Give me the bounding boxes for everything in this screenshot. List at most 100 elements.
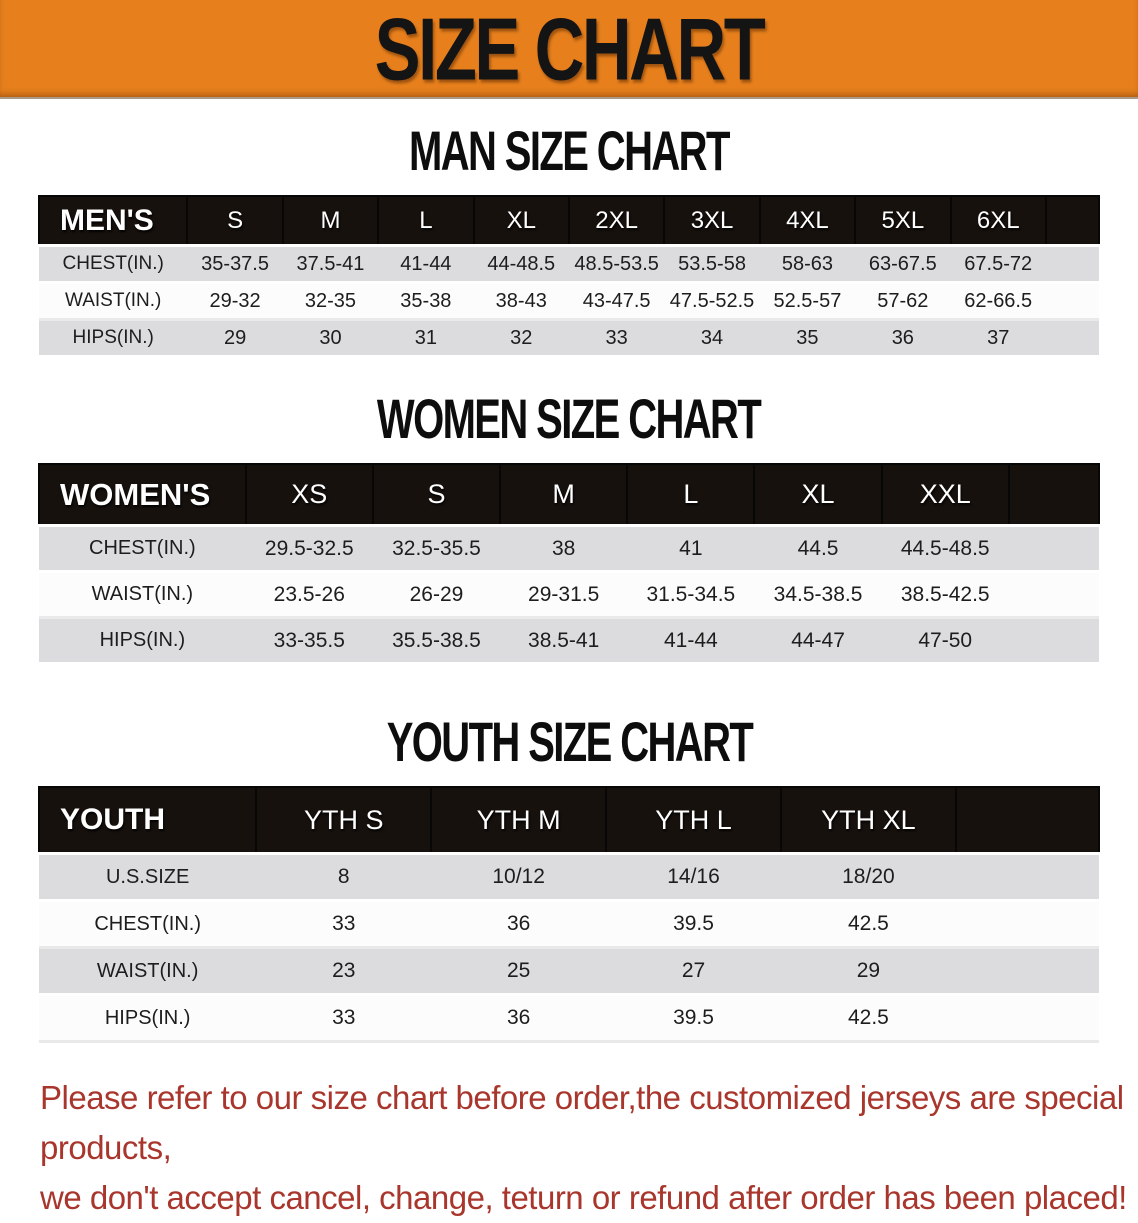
men-section-heading: MAN SIZE CHART: [0, 119, 1138, 183]
women-size-column-header: XS: [244, 463, 374, 527]
measurement-cell: 38: [500, 524, 628, 573]
measurement-cell: 14/16: [606, 852, 781, 902]
measurement-cell: 26-29: [372, 571, 501, 619]
measurement-cell: 38-43: [473, 282, 569, 321]
men-header-row: MEN'S S M L XL 2XL 3XL 4XL 5XL 6XL: [37, 195, 1101, 247]
row-filler: [955, 900, 1099, 949]
row-label: HIPS(IN.): [39, 617, 246, 665]
disclaimer: Please refer to our size chart before or…: [40, 1073, 1138, 1223]
table-row: WAIST(IN.) 23.5-26 26-29 29-31.5 31.5-34.5 34…: [39, 571, 1099, 619]
measurement-cell: 53.5-58: [664, 244, 760, 284]
measurement-cell: 35-38: [378, 282, 474, 321]
measurement-cell: 42.5: [780, 994, 956, 1043]
women-size-table: WOMEN'S XS S M L XL XXL CHEST(IN.) 29.5-32.5 32.5…: [38, 463, 1101, 665]
measurement-cell: 35: [759, 319, 856, 358]
women-size-column-header: XL: [753, 463, 883, 527]
women-size-column-header: XXL: [880, 463, 1010, 527]
women-size-column-header: L: [626, 463, 756, 527]
youth-size-column-header: YTH S: [255, 786, 433, 855]
youth-size-column-header: YTH M: [430, 786, 608, 855]
table-row: CHEST(IN.) 33 36 39.5 42.5: [39, 900, 1099, 949]
youth-table-title: YOUTH: [37, 786, 258, 855]
size-section-men: MAN SIZE CHART MEN'S S M L XL 2XL 3XL 4XL 5XL 6XL C…: [0, 119, 1138, 358]
measurement-cell: 44.5-48.5: [881, 524, 1009, 573]
measurement-cell: 38.5-41: [500, 617, 628, 665]
banner: SIZE CHART: [0, 0, 1138, 99]
row-label: WAIST(IN.): [39, 282, 188, 321]
measurement-cell: 35.5-38.5: [372, 617, 501, 665]
measurement-cell: 37.5-41: [282, 244, 379, 284]
row-filler: [955, 947, 1099, 996]
measurement-cell: 44-48.5: [473, 244, 569, 284]
men-size-column-header: S: [186, 195, 284, 247]
measurement-cell: 41: [627, 524, 755, 573]
women-section-heading-text: WOMEN SIZE CHART: [377, 387, 762, 451]
measurement-cell: 30: [282, 319, 379, 358]
women-header-row: WOMEN'S XS S M L XL XXL: [38, 463, 1101, 527]
men-size-column-header: 2XL: [567, 195, 666, 247]
youth-size-column-header: YTH XL: [779, 786, 957, 855]
measurement-cell: 41-44: [378, 244, 474, 284]
measurement-cell: 33: [256, 900, 432, 949]
measurement-cell: 35-37.5: [187, 244, 283, 284]
measurement-cell: 39.5: [606, 900, 781, 949]
men-header-filler: [1044, 195, 1101, 247]
measurement-cell: 63-67.5: [855, 244, 951, 284]
row-label: CHEST(IN.): [39, 244, 188, 284]
measurement-cell: 36: [855, 319, 951, 358]
men-size-column-header: XL: [472, 195, 570, 247]
measurement-cell: 23: [256, 947, 432, 996]
measurement-cell: 36: [431, 994, 607, 1043]
youth-size-column-header: YTH L: [605, 786, 782, 855]
table-row: HIPS(IN.) 33 36 39.5 42.5: [39, 994, 1099, 1043]
measurement-cell: 33-35.5: [245, 617, 373, 665]
row-filler: [1008, 617, 1099, 665]
men-size-column-header: 6XL: [949, 195, 1047, 247]
youth-size-table: YOUTH YTH S YTH M YTH L YTH XL U.S.SIZE 8 10/12…: [37, 786, 1101, 1043]
row-label: WAIST(IN.): [39, 947, 257, 996]
men-size-column-header: M: [281, 195, 380, 247]
row-label: CHEST(IN.): [39, 524, 246, 573]
row-label: CHEST(IN.): [39, 900, 257, 949]
measurement-cell: 29.5-32.5: [245, 524, 373, 573]
measurement-cell: 48.5-53.5: [568, 244, 665, 284]
measurement-cell: 36: [431, 900, 607, 949]
row-label: WAIST(IN.): [39, 571, 246, 619]
measurement-cell: 25: [431, 947, 607, 996]
women-section-heading: WOMEN SIZE CHART: [0, 387, 1138, 451]
size-section-women: WOMEN SIZE CHART WOMEN'S XS S M L XL XXL CHEST(I…: [0, 387, 1138, 665]
measurement-cell: 23.5-26: [245, 571, 373, 619]
measurement-cell: 42.5: [780, 900, 956, 949]
men-size-column-header: L: [377, 195, 475, 247]
page-title: SIZE CHART: [332, 4, 806, 92]
table-row: WAIST(IN.) 23 25 27 29: [39, 947, 1099, 996]
row-label: HIPS(IN.): [39, 994, 257, 1043]
youth-section-heading-text: YOUTH SIZE CHART: [386, 710, 753, 774]
men-section-heading-text: MAN SIZE CHART: [409, 119, 730, 183]
measurement-cell: 43-47.5: [568, 282, 665, 321]
measurement-cell: 18/20: [780, 852, 956, 902]
measurement-cell: 29: [780, 947, 956, 996]
measurement-cell: 67.5-72: [950, 244, 1046, 284]
row-filler: [1045, 282, 1099, 321]
youth-header-filler: [954, 786, 1101, 855]
disclaimer-line-2: we don't accept cancel, change, teturn o…: [40, 1179, 1127, 1216]
measurement-cell: 29: [187, 319, 283, 358]
men-table-title: MEN'S: [37, 195, 189, 247]
women-header-filler: [1007, 463, 1101, 527]
measurement-cell: 62-66.5: [950, 282, 1046, 321]
measurement-cell: 27: [606, 947, 781, 996]
women-size-column-header: M: [499, 463, 629, 527]
table-row: HIPS(IN.) 33-35.5 35.5-38.5 38.5-41 41-44 44-…: [39, 617, 1099, 665]
measurement-cell: 37: [950, 319, 1046, 358]
row-filler: [955, 852, 1099, 902]
measurement-cell: 47-50: [881, 617, 1009, 665]
measurement-cell: 31: [378, 319, 474, 358]
table-row: U.S.SIZE 8 10/12 14/16 18/20: [39, 852, 1099, 902]
men-size-table: MEN'S S M L XL 2XL 3XL 4XL 5XL 6XL CHEST(IN.) 35-37…: [37, 195, 1101, 358]
sections: MAN SIZE CHART MEN'S S M L XL 2XL 3XL 4XL 5XL 6XL C…: [0, 119, 1138, 1043]
measurement-cell: 10/12: [431, 852, 607, 902]
table-row: CHEST(IN.) 35-37.5 37.5-41 41-44 44-48.5 48.5…: [39, 244, 1099, 284]
disclaimer-line-1: Please refer to our size chart before or…: [40, 1079, 1124, 1166]
